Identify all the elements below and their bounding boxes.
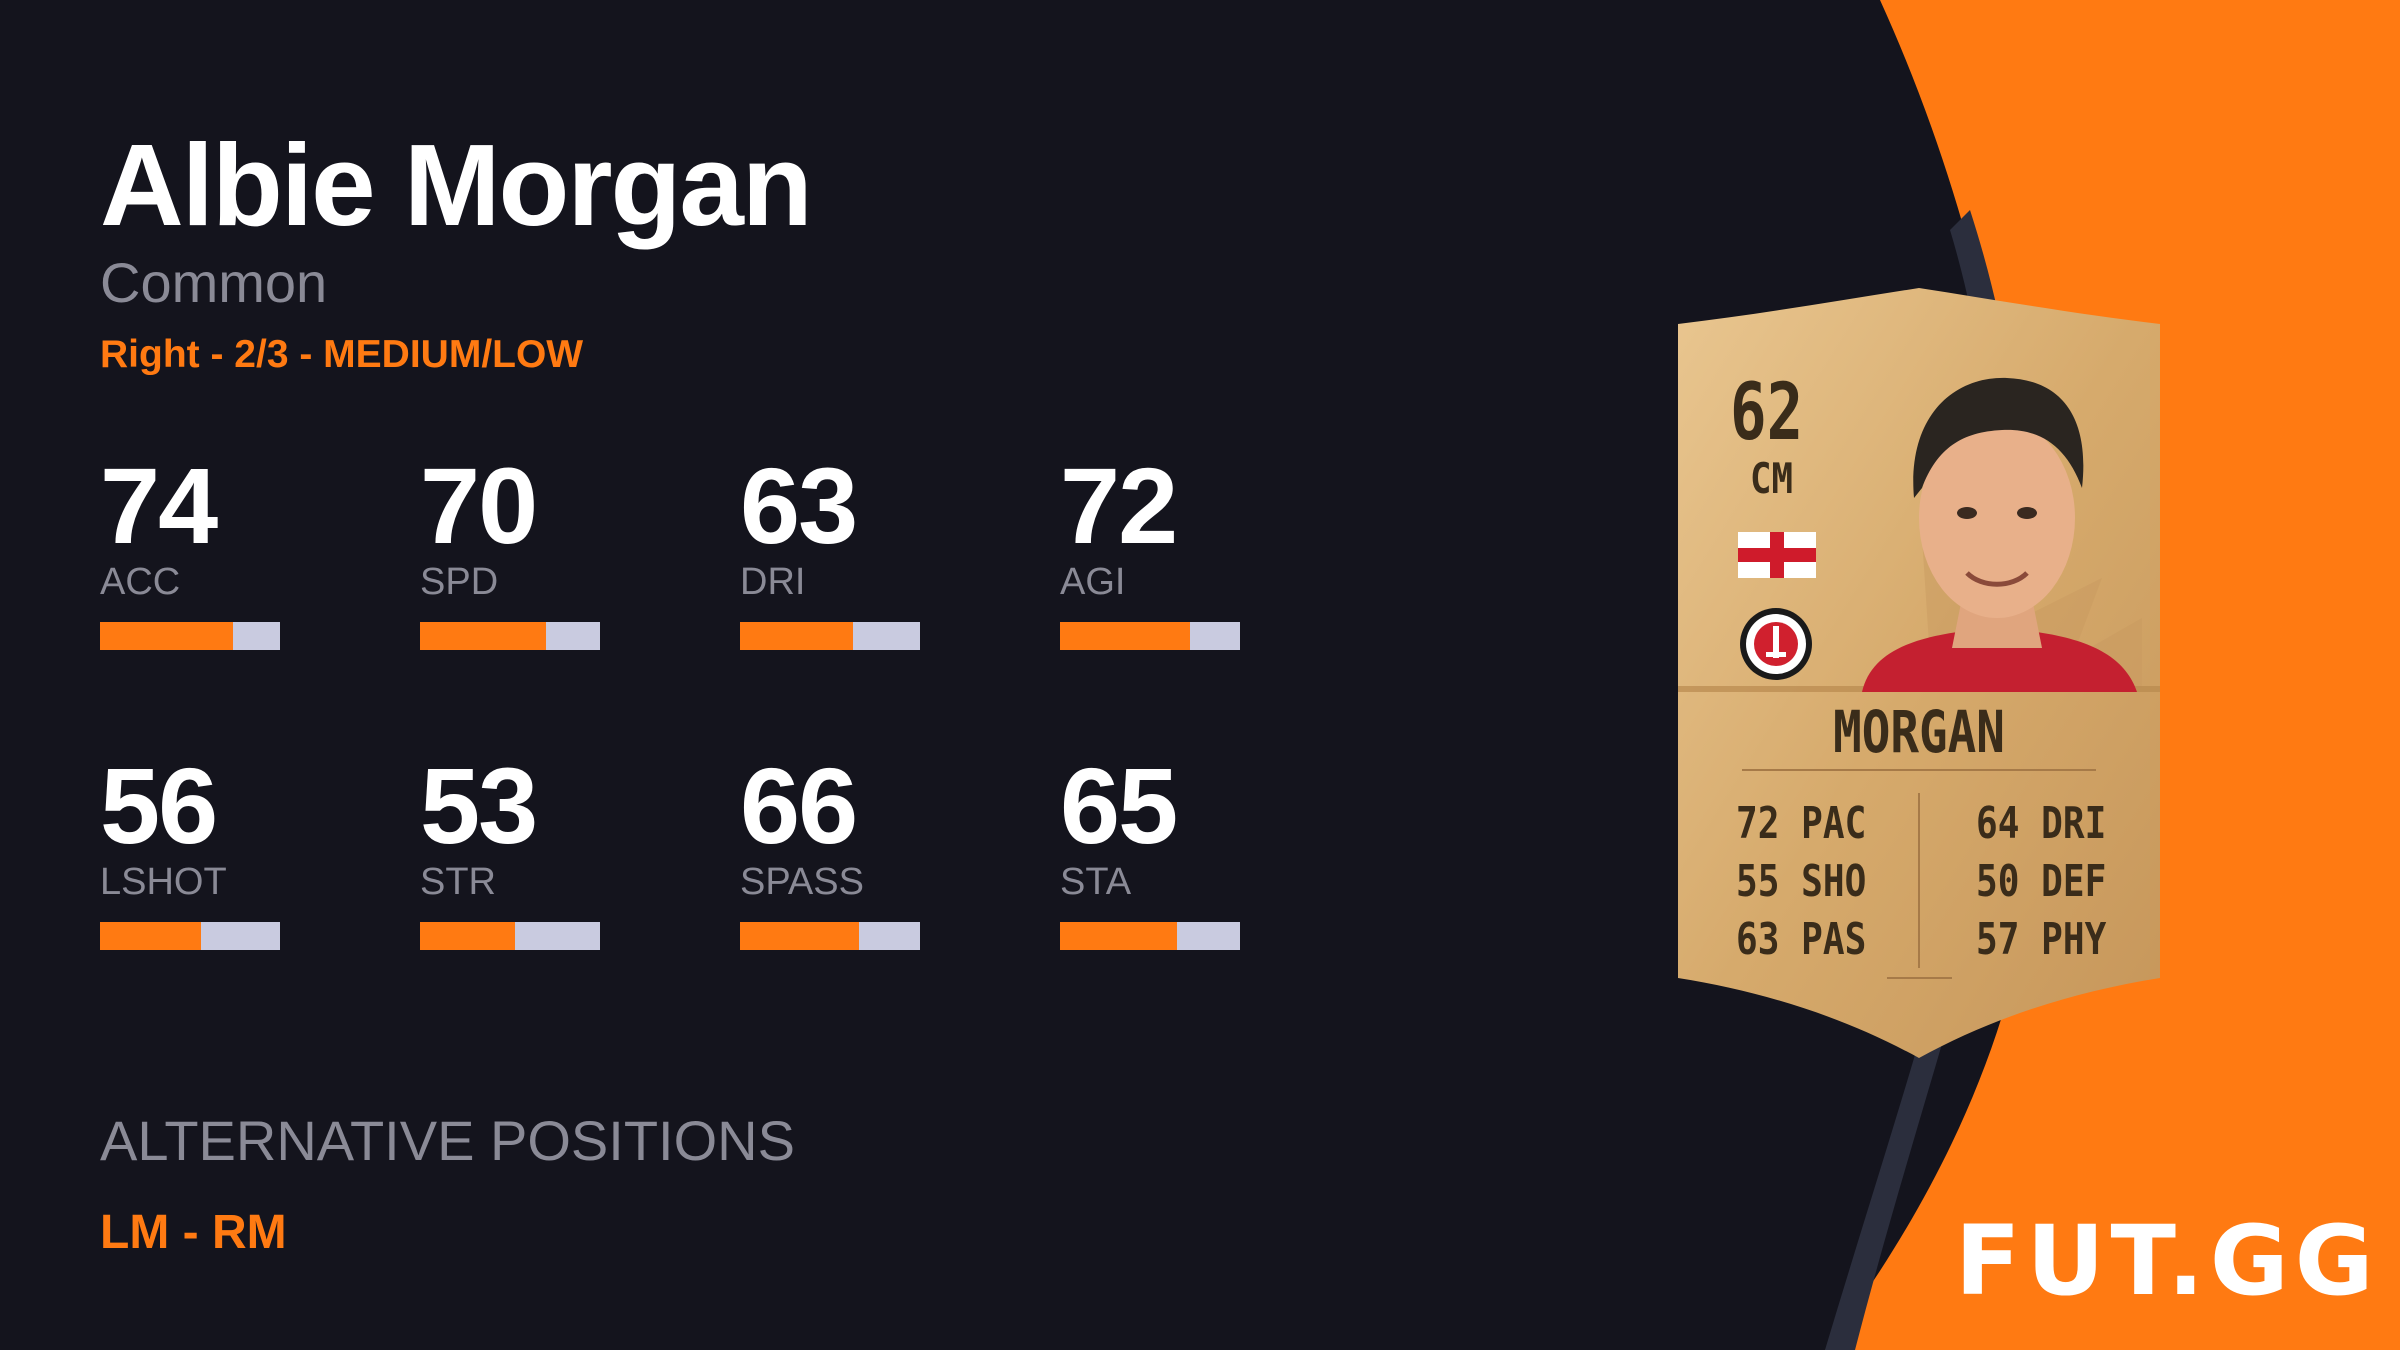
stat-label: LSHOT (100, 861, 227, 903)
card-stat-dri: 64 DRI (1976, 798, 2107, 849)
stat-label: SPD (420, 561, 499, 603)
stat-value: 53 (420, 745, 538, 866)
stat-bar-fill (420, 922, 516, 950)
stat-value: 56 (100, 745, 218, 866)
stat-label: STA (1060, 861, 1132, 903)
stat-bar-fill (740, 922, 859, 950)
stat-bar (740, 622, 920, 650)
stat-bar-fill (1060, 922, 1177, 950)
stat-label: DRI (740, 561, 806, 603)
stat-bar (420, 922, 600, 950)
player-foot-skills-workrate: Right - 2/3 - MEDIUM/LOW (100, 333, 584, 376)
card-stat-phy: 57 PHY (1976, 914, 2107, 965)
alternative-positions-value: LM - RM (100, 1206, 287, 1259)
stat-label: SPASS (740, 861, 864, 903)
club-crest-icon (1740, 608, 1812, 680)
card-position: CM (1750, 454, 1793, 503)
stat-bar (1060, 622, 1240, 650)
player-card: 62 CM MORGAN 72 PAC 55 SHO 63 PAS 64 DRI… (1672, 288, 2166, 1058)
alternative-positions-title: ALTERNATIVE POSITIONS (100, 1109, 795, 1172)
stat-bar-fill (420, 622, 546, 650)
card-stat-def: 50 DEF (1976, 856, 2107, 907)
stat-label: STR (420, 861, 496, 903)
card-stat-pas: 63 PAS (1736, 914, 1867, 965)
stat-value: 74 (100, 445, 218, 566)
stat-bar (420, 622, 600, 650)
card-stat-pac: 72 PAC (1736, 798, 1867, 849)
card-rating: 62 (1730, 368, 1804, 458)
stat-value: 70 (420, 445, 538, 566)
stat-value: 65 (1060, 745, 1178, 866)
stat-label: AGI (1060, 561, 1126, 603)
stat-bar (740, 922, 920, 950)
stat-value: 72 (1060, 445, 1178, 566)
stat-bar-fill (1060, 622, 1190, 650)
england-flag-icon (1738, 532, 1816, 578)
stat-bar (100, 922, 280, 950)
stat-bar-fill (100, 922, 201, 950)
card-stat-sho: 55 SHO (1736, 856, 1867, 907)
stat-value: 63 (740, 445, 858, 566)
player-name: Albie Morgan (100, 120, 813, 250)
stat-value: 66 (740, 745, 858, 866)
card-player-name: MORGAN (1833, 698, 2005, 766)
stat-bar (1060, 922, 1240, 950)
stat-bar-fill (100, 622, 234, 650)
futgg-logo: FUT.GG (1955, 1205, 2380, 1317)
stat-bar-fill (740, 622, 854, 650)
stat-label: ACC (100, 561, 181, 603)
player-portrait (1862, 377, 2137, 692)
player-rarity: Common (100, 251, 328, 314)
stat-bar (100, 622, 280, 650)
